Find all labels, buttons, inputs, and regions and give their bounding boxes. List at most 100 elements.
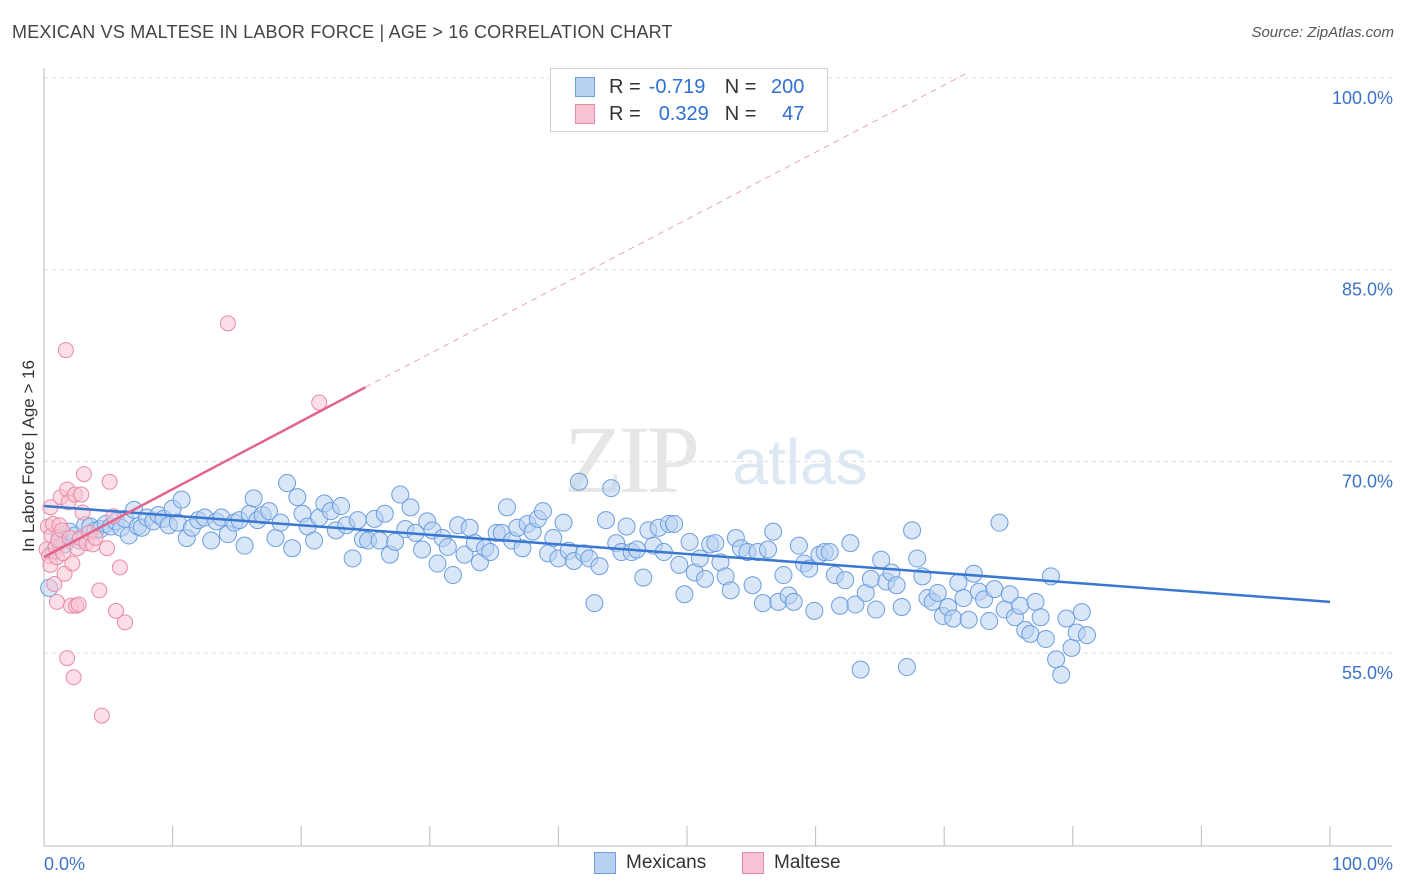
data-point-mexicans [1011,596,1030,615]
data-point-mexicans [1072,603,1091,622]
trend-line-mexicans [43,504,1331,604]
data-point-mexicans [585,594,604,613]
data-point-maltese [73,486,90,503]
legend-n-value: 200 [771,75,805,98]
data-point-mexicans [443,566,462,585]
trend-line-maltese [43,386,367,559]
data-point-maltese [65,669,82,686]
data-point-mexicans [1026,592,1045,611]
data-point-mexicans [706,534,725,553]
legend-item-maltese[interactable]: Maltese [742,852,841,874]
data-point-mexicans [283,539,302,558]
x-tick-label: 0.0% [44,854,85,874]
data-point-maltese [117,614,134,631]
data-point-mexicans [903,521,922,540]
data-point-maltese [59,650,76,667]
data-point-mexicans [1000,585,1019,604]
data-point-mexicans [789,536,808,555]
data-point-maltese [57,342,74,359]
data-point-mexicans [305,531,324,550]
trend-line-maltese-extrapolated [365,71,971,388]
data-point-maltese [99,540,116,557]
data-point-maltese [75,466,92,483]
data-point-mexicans [554,513,573,532]
data-point-mexicans [944,609,963,628]
y-tick-label: 70.0% [1342,471,1393,491]
data-point-mexicans [370,531,389,550]
data-point-mexicans [1062,638,1081,657]
chart-title: MEXICAN VS MALTESE IN LABOR FORCE | AGE … [12,22,673,42]
x-tick-labels: 0.0% 100.0% [44,854,1393,874]
data-point-mexicans [887,576,906,595]
legend-r-value: -0.719 [648,75,706,98]
data-point-mexicans [533,502,552,521]
watermark: ZIP atlas [564,406,868,513]
y-tick-label: 100.0% [1332,88,1393,108]
data-point-maltese [108,602,125,619]
data-point-mexicans [481,543,500,562]
data-point-mexicans [665,514,684,533]
data-point-mexicans [1031,608,1050,627]
watermark-atlas: atlas [732,426,867,498]
data-point-mexicans [1077,626,1096,645]
gridlines [44,77,1392,654]
data-point-mexicans [1052,665,1071,684]
data-point-mexicans [172,490,191,509]
data-point-maltese [101,473,118,490]
data-point-mexicans [244,489,263,508]
series-legend: Mexicans Maltese [0,852,1406,878]
legend-r-label: R = [609,75,641,98]
y-axis-title: In Labor Force | Age > 16 [19,360,38,552]
data-point-maltese [64,555,81,572]
data-point-maltese [74,504,91,521]
data-point-mexicans [497,498,516,517]
data-point-mexicans [841,534,860,553]
legend-label-mexicans: Mexicans [626,852,707,873]
data-point-mexicans [569,472,588,491]
data-point-mexicans [836,571,855,590]
data-point-mexicans [413,540,432,559]
maltese-legend-icon [742,852,764,874]
data-point-mexicans [401,498,420,517]
legend-row-mexicans: R = -0.719 N = 200 [575,75,804,99]
data-point-mexicans [332,497,351,516]
data-point-mexicans [375,504,394,523]
data-point-mexicans [721,581,740,600]
data-point-mexicans [1047,650,1066,669]
data-point-mexicans [764,522,783,541]
data-point-mexicans [861,569,880,588]
data-point-mexicans [428,554,447,573]
legend-r-value: 0.329 [658,102,709,125]
legend-n-label: N = [724,75,757,98]
data-point-mexicans [202,531,221,550]
y-tick-label: 55.0% [1342,663,1393,683]
legend-item-mexicans[interactable]: Mexicans [594,852,706,874]
data-point-mexicans [784,592,803,611]
data-point-maltese [93,707,110,724]
data-point-mexicans [260,502,279,521]
data-point-mexicans [980,612,999,631]
correlation-legend: R = -0.719 N = 200 R = 0.329 N = 47 [550,68,828,132]
data-point-mexicans [1057,609,1076,628]
data-point-maltese [219,315,236,332]
data-point-mexicans [990,513,1009,532]
data-point-mexicans [851,660,870,679]
data-point-mexicans [743,576,762,595]
series-maltese [38,315,328,724]
data-point-mexicans [266,529,285,547]
data-point-mexicans [348,511,367,530]
data-point-mexicans [774,566,793,585]
data-point-mexicans [670,555,689,574]
data-point-mexicans [928,583,947,602]
series-mexicans [40,472,1096,684]
data-point-mexicans [544,529,563,547]
data-point-mexicans [617,517,636,536]
legend-label-maltese: Maltese [774,852,841,873]
data-point-maltese [91,582,108,599]
mexicans-swatch-icon [575,77,595,97]
data-point-mexicans [753,594,772,613]
data-point-mexicans [690,549,709,568]
y-tick-labels: 55.0% 70.0% 85.0% 100.0% [1332,88,1393,683]
watermark-zip: ZIP [564,406,697,513]
